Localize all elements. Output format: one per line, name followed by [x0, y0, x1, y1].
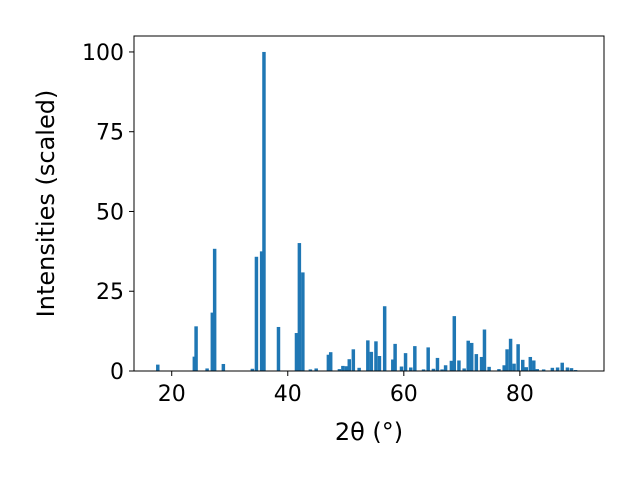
bar — [524, 367, 528, 371]
bar — [326, 354, 331, 371]
bar — [555, 367, 560, 371]
y-tick-label: 75 — [96, 121, 124, 146]
bar — [374, 341, 378, 371]
bar — [474, 354, 479, 371]
bar — [205, 368, 209, 371]
bar — [366, 340, 370, 371]
bar — [449, 360, 454, 371]
bar — [259, 251, 264, 371]
bar — [462, 368, 466, 371]
x-tick-label: 60 — [390, 382, 418, 407]
bar — [535, 369, 540, 371]
bar — [505, 349, 509, 371]
bar — [421, 369, 426, 371]
bar — [431, 368, 436, 371]
bar — [328, 352, 333, 371]
y-axis-label: Intensities (scaled) — [32, 90, 60, 318]
bar — [532, 360, 536, 371]
bar — [426, 347, 430, 371]
bar — [192, 356, 197, 371]
y-tick-label: 100 — [82, 41, 124, 66]
bar — [294, 333, 299, 371]
x-tick-label: 80 — [506, 382, 534, 407]
plot-frame — [133, 35, 605, 372]
bar — [194, 326, 198, 371]
bar — [347, 359, 352, 371]
bar — [403, 353, 408, 371]
bar — [565, 367, 570, 371]
bar — [482, 329, 487, 371]
bar — [497, 369, 501, 371]
bar — [479, 356, 484, 371]
bar — [337, 369, 342, 371]
bar — [254, 256, 259, 371]
bar — [399, 366, 404, 371]
bar — [512, 363, 516, 371]
y-axis-ticks: 0 25 50 75 100 — [82, 41, 134, 385]
bars-group — [156, 51, 578, 371]
bar — [409, 367, 413, 371]
bar — [466, 340, 470, 371]
bar — [435, 357, 440, 371]
bar — [308, 369, 313, 371]
bar — [210, 312, 215, 371]
bar — [487, 366, 491, 371]
bar — [569, 368, 574, 371]
y-tick-label: 25 — [96, 280, 124, 305]
bar — [413, 346, 417, 371]
bar — [391, 359, 395, 371]
bar — [156, 364, 160, 371]
y-tick-label: 0 — [110, 360, 124, 385]
bar — [560, 362, 564, 371]
bar — [541, 369, 546, 371]
bar — [502, 365, 506, 371]
bar — [262, 51, 266, 371]
bar — [550, 367, 555, 371]
bar — [212, 248, 217, 371]
x-tick-label: 20 — [158, 382, 186, 407]
bar — [276, 326, 281, 371]
bar — [393, 343, 397, 371]
bar — [440, 369, 444, 371]
bar — [297, 243, 302, 371]
bar — [457, 360, 461, 371]
bar — [452, 316, 457, 371]
bar — [443, 365, 448, 371]
bar — [221, 363, 226, 371]
x-tick-label: 40 — [274, 382, 302, 407]
y-tick-label: 50 — [96, 200, 124, 225]
bar — [377, 356, 382, 371]
bar — [528, 356, 533, 371]
x-axis-ticks: 20 40 60 80 — [158, 371, 534, 407]
x-axis-label: 2θ (°) — [335, 418, 403, 446]
bar — [521, 359, 525, 371]
bar — [516, 344, 520, 371]
bar — [301, 272, 305, 371]
bar — [341, 365, 345, 371]
bar — [369, 351, 374, 371]
bar — [357, 367, 361, 371]
bar — [351, 349, 356, 371]
bar — [344, 366, 349, 371]
bar — [469, 342, 474, 371]
bar — [314, 368, 318, 371]
bar — [250, 368, 255, 371]
bar — [382, 306, 387, 371]
bar — [508, 338, 513, 371]
